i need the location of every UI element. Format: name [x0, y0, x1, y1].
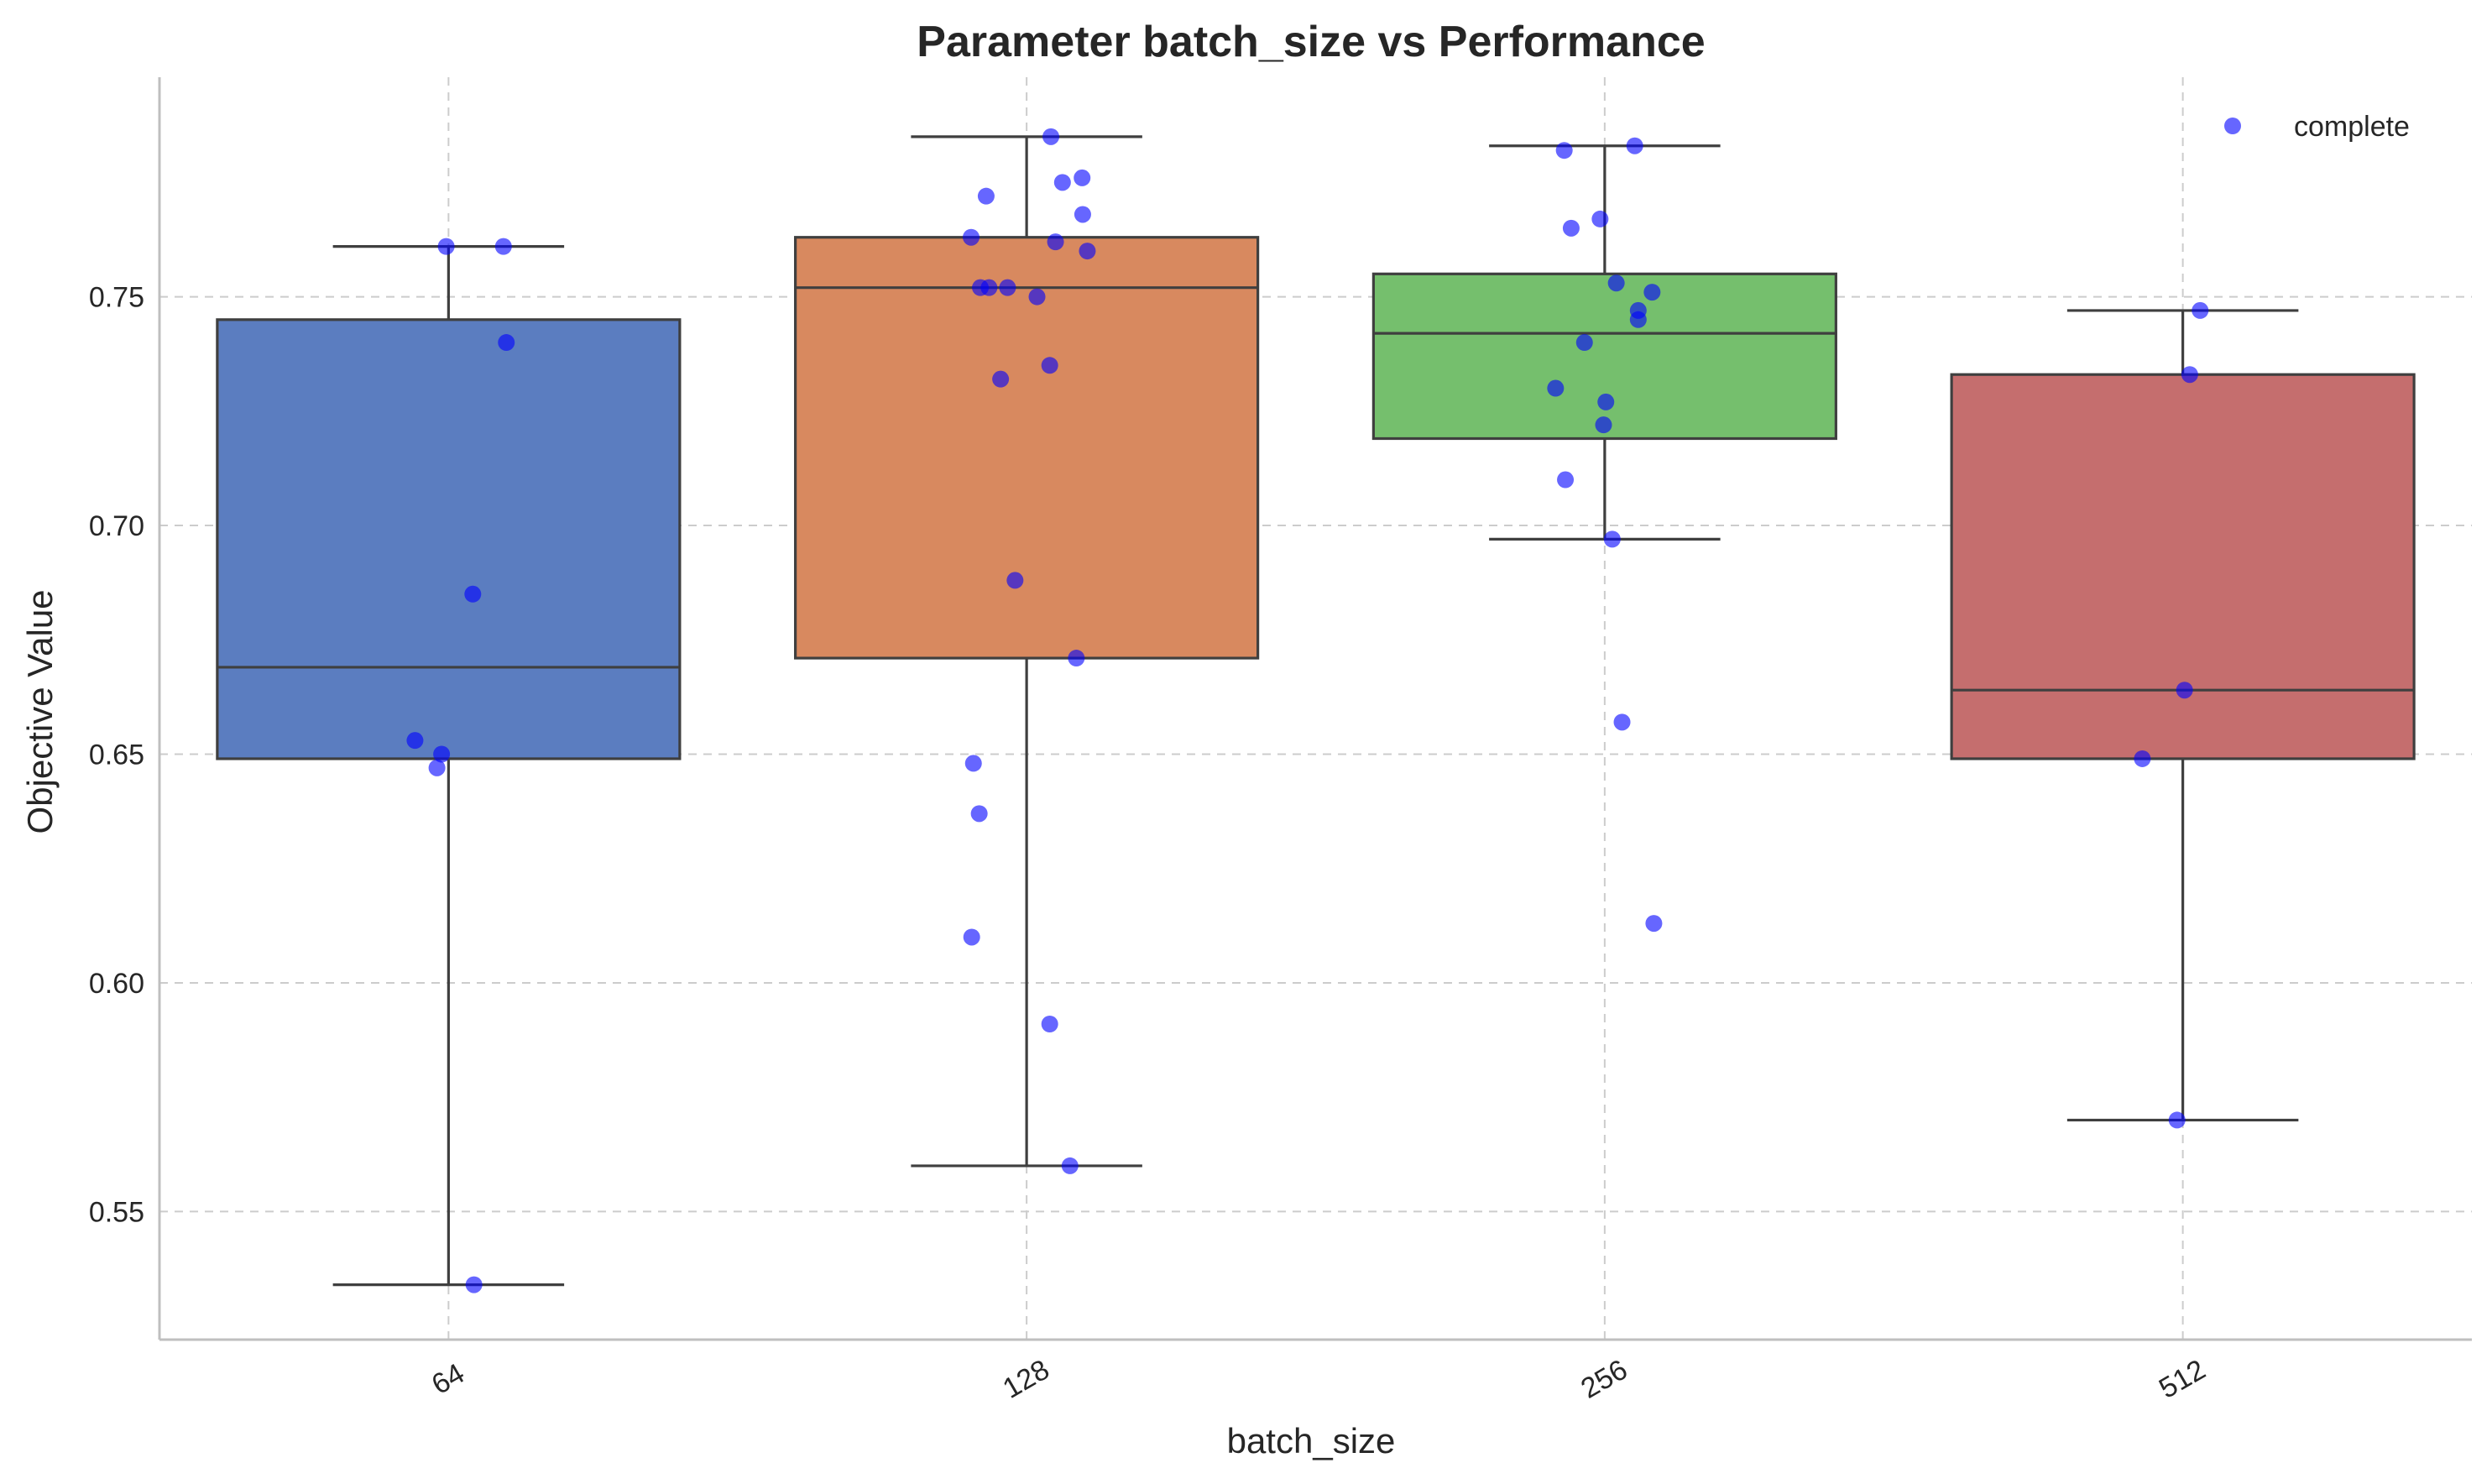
- data-point: [1053, 174, 1071, 191]
- data-point: [1555, 142, 1573, 159]
- data-point: [1603, 530, 1621, 548]
- legend: complete: [2224, 111, 2410, 143]
- data-point: [977, 187, 995, 205]
- data-point: [465, 1276, 483, 1293]
- data-point: [494, 238, 512, 255]
- data-point: [963, 228, 980, 246]
- data-point: [1079, 243, 1096, 260]
- y-tick-label: 0.70: [89, 510, 144, 542]
- data-point: [498, 334, 515, 352]
- data-point: [992, 370, 1010, 388]
- data-point: [2134, 750, 2151, 767]
- data-point: [1068, 650, 1085, 667]
- data-point: [2176, 682, 2193, 699]
- data-point: [1643, 284, 1661, 301]
- box-iqr: [794, 236, 1260, 660]
- data-point: [2168, 1111, 2186, 1129]
- y-tick-label: 0.60: [89, 968, 144, 1000]
- data-point: [1557, 471, 1575, 489]
- data-point: [1547, 379, 1565, 397]
- y-tick-label: 0.55: [89, 1196, 144, 1228]
- x-tick-label: 256: [1575, 1353, 1633, 1404]
- x-axis-label: batch_size: [1227, 1421, 1396, 1460]
- data-point: [1562, 219, 1580, 237]
- data-point: [1074, 169, 1091, 186]
- legend-label: complete: [2294, 111, 2410, 143]
- data-point: [1645, 915, 1663, 933]
- box-group-128: [794, 135, 1260, 1168]
- data-point: [428, 759, 446, 776]
- box-group-64: [216, 245, 682, 1287]
- x-tick-label: 512: [2154, 1353, 2211, 1404]
- data-point: [1575, 334, 1593, 352]
- data-point: [1006, 572, 1024, 589]
- data-point: [464, 585, 482, 603]
- x-tick-label: 64: [426, 1357, 470, 1401]
- y-tick-label: 0.65: [89, 739, 144, 771]
- x-tick-label: 128: [998, 1353, 1055, 1404]
- data-point: [1629, 311, 1647, 328]
- data-point: [963, 928, 980, 946]
- data-point: [1613, 713, 1631, 731]
- data-point: [1041, 357, 1058, 374]
- box-iqr: [1371, 272, 1837, 441]
- data-point: [1595, 416, 1612, 434]
- data-point: [1591, 210, 1609, 227]
- y-tick-label: 0.75: [89, 282, 144, 314]
- data-point: [1607, 274, 1625, 292]
- y-axis-label: Objective Value: [20, 589, 60, 833]
- data-point: [433, 745, 451, 763]
- box-group-256: [1371, 144, 1837, 541]
- box-group-512: [1950, 309, 2416, 1122]
- data-point: [999, 279, 1016, 296]
- data-point: [980, 279, 998, 296]
- box-iqr: [1950, 373, 2416, 760]
- data-point: [1047, 233, 1064, 251]
- boxes: [216, 135, 2416, 1287]
- data-point: [964, 755, 982, 772]
- data-point: [970, 805, 988, 823]
- data-point: [1042, 128, 1060, 145]
- data-point: [1061, 1157, 1079, 1174]
- legend-marker: [2224, 118, 2241, 134]
- data-point: [1074, 206, 1091, 223]
- box-iqr: [216, 318, 682, 760]
- data-point: [437, 238, 455, 255]
- data-point: [1028, 288, 1046, 306]
- data-point: [2192, 301, 2209, 319]
- data-point: [406, 732, 424, 750]
- data-point: [1041, 1016, 1058, 1032]
- data-points: [406, 128, 2209, 1293]
- data-point: [1597, 393, 1615, 410]
- data-point: [2181, 366, 2198, 384]
- chart-title: Parameter batch_size vs Performance: [917, 18, 1705, 66]
- data-point: [1626, 137, 1643, 154]
